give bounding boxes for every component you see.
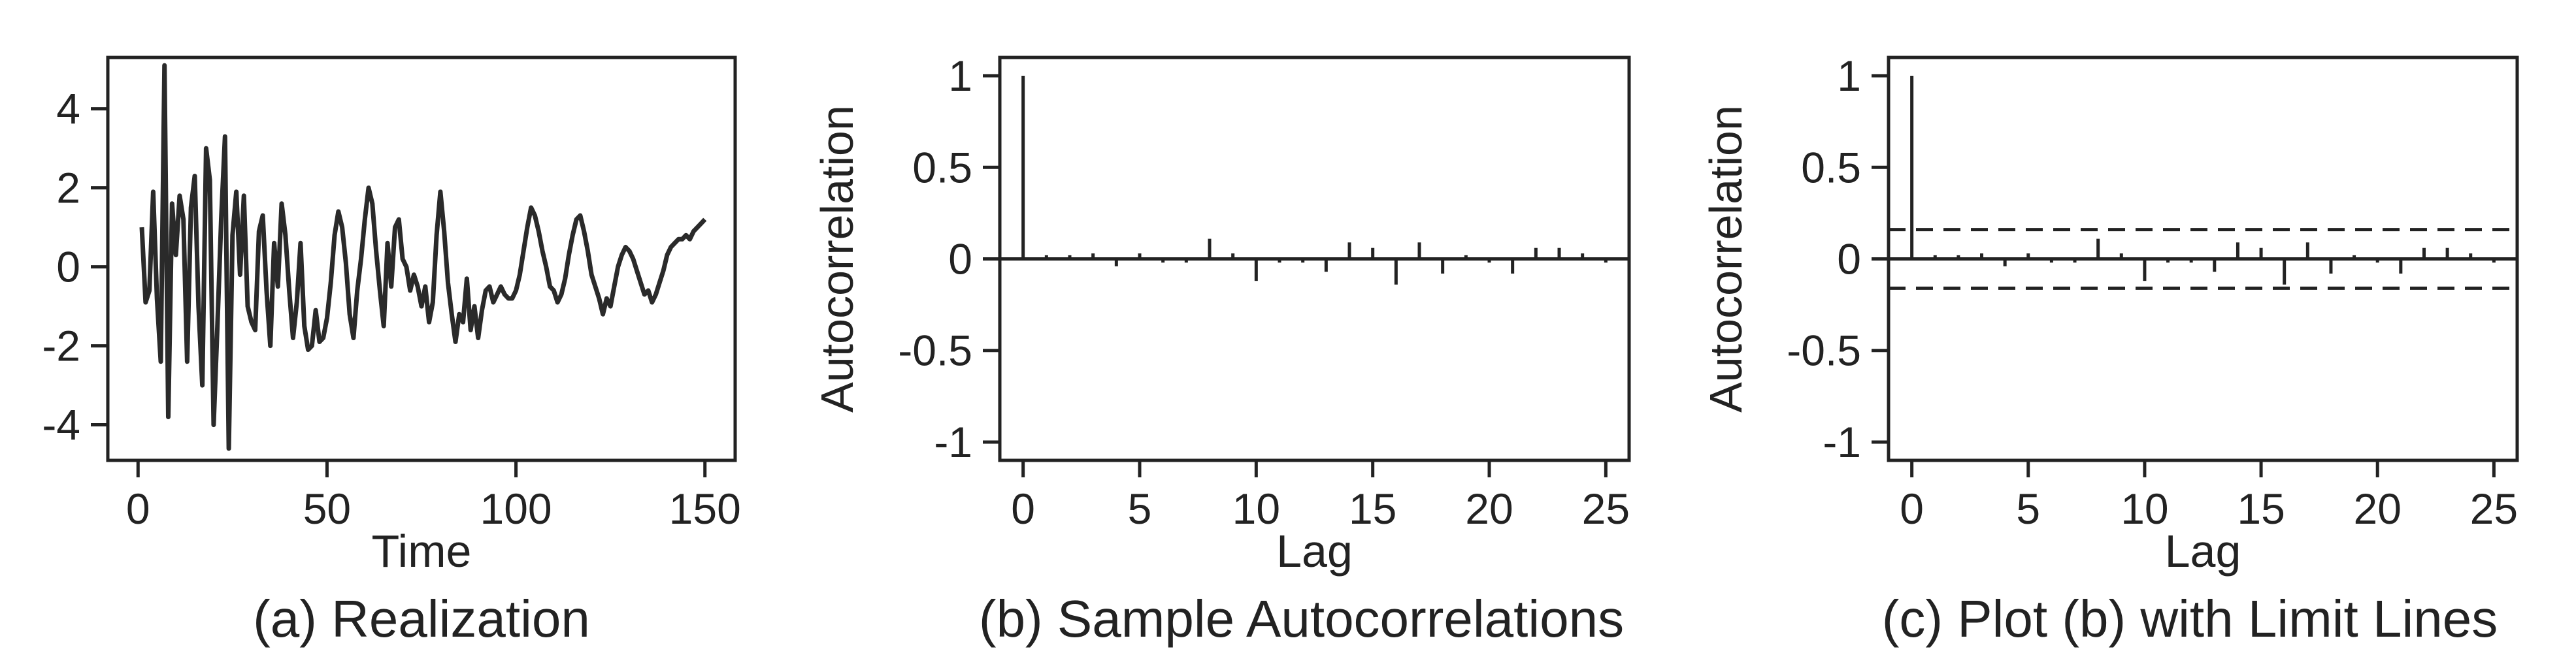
y-axis-label: Autocorrelation [1700,105,1751,413]
x-tick-label: 5 [2016,485,2040,533]
y-tick-label: 0 [56,243,80,291]
panel-caption: (b) Sample Autocorrelations [979,590,1624,648]
x-tick-label: 0 [1900,485,1924,533]
x-axis-label: Lag [2165,526,2241,577]
x-tick-label: 20 [1465,485,1513,533]
x-axis-label: Time [372,526,472,577]
panel-caption: (c) Plot (b) with Limit Lines [1882,590,2498,648]
y-tick-label: 1 [948,52,972,100]
y-tick-label: -2 [42,322,80,370]
panel-c-limit-lines: 0 5 10 15 20 25 1 0.5 0 -0.5 -1 Lag Autocorrelation (… [1700,52,2519,648]
y-tick-label: -1 [934,418,972,466]
panel-b-sample-autocorrelations: 0 5 10 15 20 25 1 0.5 0 -0.5 -1 Lag Autocorrelation (… [812,52,1631,648]
y-tick-label: 0.5 [1801,143,1861,191]
x-tick-label: 100 [480,485,552,533]
x-tick-label: 25 [2470,485,2518,533]
panel-caption: (a) Realization [253,590,590,648]
x-tick-label: 10 [1232,485,1280,533]
x-tick-label: 0 [126,485,150,533]
y-tick-label: -4 [42,401,80,449]
x-tick-label: 150 [669,485,741,533]
x-tick-label: 5 [1128,485,1152,533]
y-tick-label: -1 [1823,418,1861,466]
y-axis-label: Autocorrelation [812,105,863,413]
y-tick-label: -0.5 [1787,326,1861,375]
x-tick-label: 0 [1011,485,1035,533]
plot-frame [106,56,737,462]
x-tick-label: 20 [2354,485,2402,533]
y-tick-label: 0 [948,235,972,283]
x-tick-label: 25 [1582,485,1630,533]
y-tick-label: -0.5 [898,326,972,375]
y-tick-label: 1 [1837,52,1861,100]
y-tick-label: 0.5 [912,143,972,191]
y-tick-label: 4 [56,85,80,133]
x-tick-label: 50 [303,485,351,533]
y-tick-label: 2 [56,164,80,212]
x-axis-label: Lag [1276,526,1353,577]
series-line [139,63,707,451]
x-tick-label: 15 [2237,485,2285,533]
x-tick-label: 15 [1349,485,1396,533]
panel-a-realization: 0 50 100 150 -4 -2 0 2 4 Time (a) Realization [42,56,741,648]
x-tick-label: 10 [2121,485,2168,533]
y-tick-label: 0 [1837,235,1861,283]
